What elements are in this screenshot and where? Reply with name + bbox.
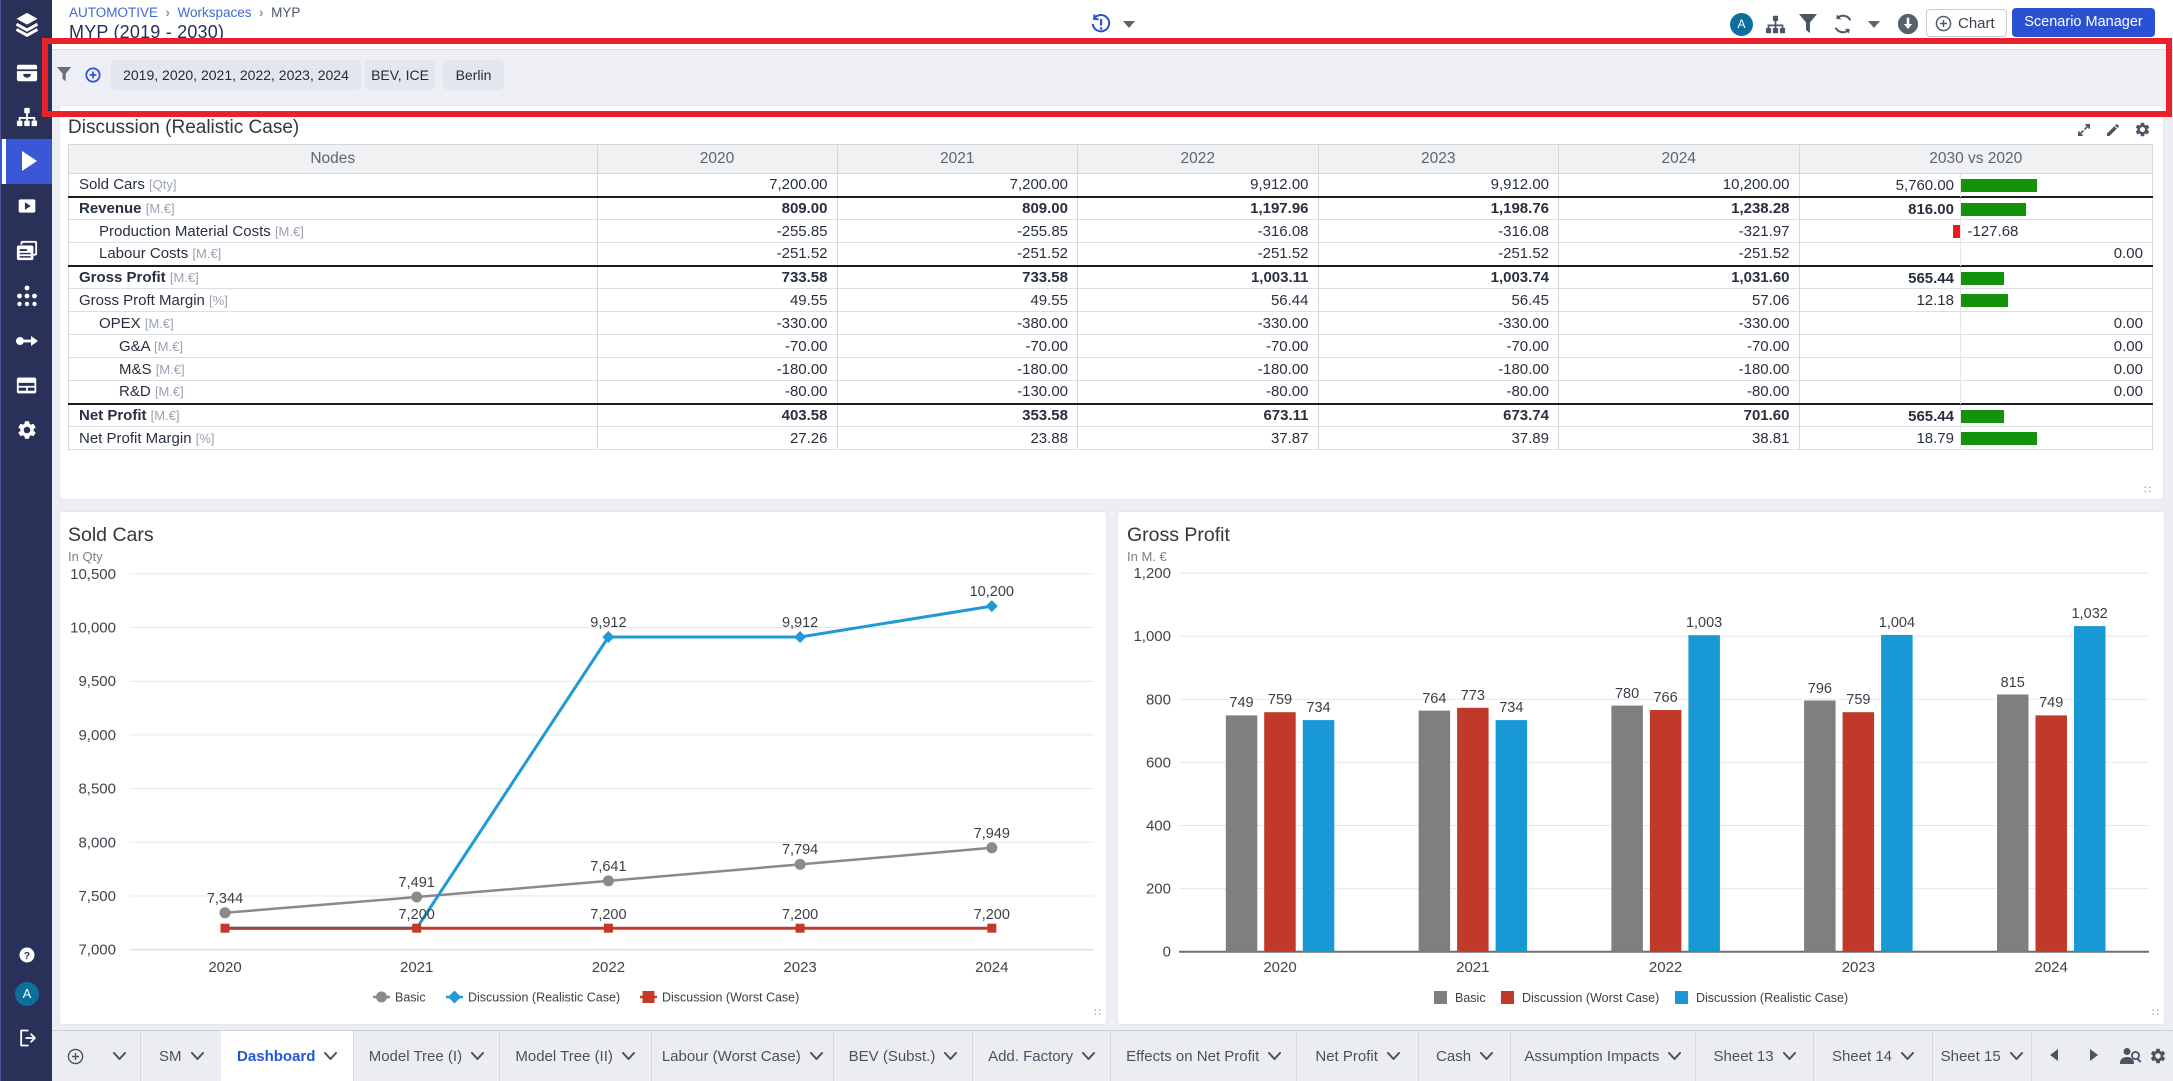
- svg-text:764: 764: [1422, 691, 1446, 707]
- svg-text:7,200: 7,200: [590, 907, 626, 923]
- svg-text:Discussion (Worst Case): Discussion (Worst Case): [662, 991, 799, 1005]
- svg-text:815: 815: [2001, 675, 2025, 691]
- svg-text:Basic: Basic: [395, 991, 426, 1005]
- svg-text:1,032: 1,032: [2072, 606, 2108, 622]
- svg-text:Discussion (Realistic Case): Discussion (Realistic Case): [1696, 991, 1848, 1005]
- svg-text:Discussion (Realistic Case): Discussion (Realistic Case): [468, 991, 620, 1005]
- svg-text:Gross Profit: Gross Profit: [1127, 524, 1231, 546]
- svg-text:2023: 2023: [783, 959, 816, 976]
- svg-text:∷: ∷: [2152, 1007, 2159, 1019]
- svg-text:2023: 2023: [1842, 959, 1875, 976]
- svg-text:1,004: 1,004: [1879, 615, 1915, 631]
- svg-text:Basic: Basic: [1455, 991, 1486, 1005]
- svg-text:2024: 2024: [2035, 959, 2068, 976]
- svg-text:9,500: 9,500: [78, 673, 116, 690]
- svg-text:In M. €: In M. €: [1127, 549, 1168, 564]
- svg-text:10,200: 10,200: [970, 584, 1014, 600]
- svg-text:10,500: 10,500: [70, 566, 116, 583]
- svg-text:800: 800: [1146, 691, 1171, 708]
- svg-text:734: 734: [1499, 700, 1523, 716]
- svg-text:∷: ∷: [1094, 1007, 1101, 1019]
- svg-text:7,200: 7,200: [782, 907, 818, 923]
- svg-text:7,491: 7,491: [399, 875, 435, 891]
- svg-text:8,000: 8,000: [78, 834, 116, 851]
- svg-text:7,500: 7,500: [78, 888, 116, 905]
- svg-text:766: 766: [1653, 690, 1677, 706]
- svg-text:2021: 2021: [400, 959, 433, 976]
- svg-text:780: 780: [1615, 686, 1639, 702]
- svg-text:2024: 2024: [975, 959, 1008, 976]
- svg-text:734: 734: [1306, 700, 1330, 716]
- svg-text:2021: 2021: [1456, 959, 1489, 976]
- svg-text:7,344: 7,344: [207, 891, 243, 907]
- svg-text:7,200: 7,200: [399, 907, 435, 923]
- svg-text:In Qty: In Qty: [68, 549, 103, 564]
- svg-text:7,949: 7,949: [974, 826, 1010, 842]
- svg-text:9,912: 9,912: [782, 615, 818, 631]
- svg-text:759: 759: [1846, 692, 1870, 708]
- svg-text:1,003: 1,003: [1686, 615, 1722, 631]
- svg-text:8,500: 8,500: [78, 781, 116, 798]
- svg-text:2020: 2020: [1263, 959, 1296, 976]
- svg-text:?: ?: [24, 950, 30, 962]
- svg-text:1,000: 1,000: [1133, 628, 1171, 645]
- svg-text:796: 796: [1808, 681, 1832, 697]
- svg-text:400: 400: [1146, 818, 1171, 835]
- svg-text:2022: 2022: [1649, 959, 1682, 976]
- svg-text:600: 600: [1146, 754, 1171, 771]
- svg-text:2020: 2020: [208, 959, 241, 976]
- svg-text:1,200: 1,200: [1133, 565, 1171, 582]
- svg-text:7,000: 7,000: [78, 942, 116, 959]
- svg-text:9,912: 9,912: [590, 615, 626, 631]
- svg-text:7,641: 7,641: [590, 859, 626, 875]
- svg-text:749: 749: [1229, 695, 1253, 711]
- svg-text:Sold Cars: Sold Cars: [68, 524, 154, 546]
- svg-text:773: 773: [1461, 688, 1485, 704]
- svg-text:10,000: 10,000: [70, 620, 116, 637]
- svg-text:0: 0: [1163, 944, 1171, 961]
- svg-text:7,200: 7,200: [974, 907, 1010, 923]
- svg-text:Discussion (Worst Case): Discussion (Worst Case): [1522, 991, 1659, 1005]
- svg-text:200: 200: [1146, 881, 1171, 898]
- svg-text:749: 749: [2039, 695, 2063, 711]
- svg-text:2022: 2022: [592, 959, 625, 976]
- svg-text:7,794: 7,794: [782, 842, 818, 858]
- svg-text:9,000: 9,000: [78, 727, 116, 744]
- svg-text:759: 759: [1268, 692, 1292, 708]
